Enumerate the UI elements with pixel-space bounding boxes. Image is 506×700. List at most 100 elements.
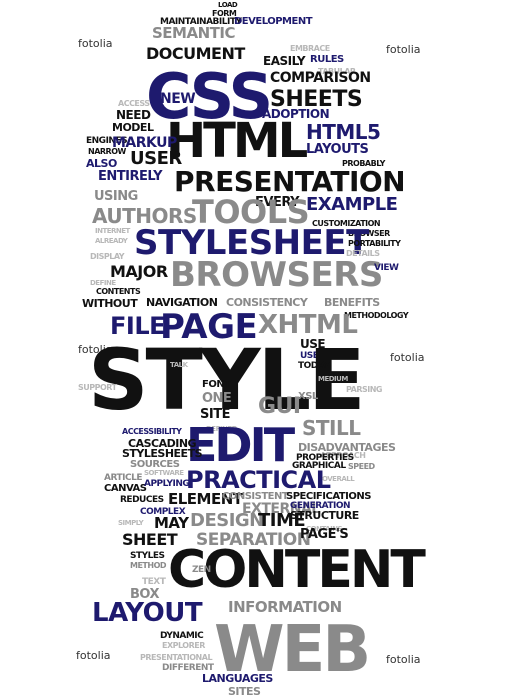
cloud-word: WITHOUT <box>82 297 138 310</box>
watermark-fotolia: fotolia <box>386 43 421 56</box>
cloud-word: REDUCES <box>120 495 164 505</box>
cloud-word: METHODOLOGY <box>344 311 409 320</box>
cloud-word: CASCADING <box>128 437 197 450</box>
cloud-word: SOFTWARE <box>144 469 184 477</box>
cloud-word: FORM <box>212 9 237 18</box>
cloud-word: HTML5 <box>306 120 381 144</box>
cloud-word: STYLES <box>130 551 165 561</box>
cloud-word: ACCESSIBILITY <box>122 427 182 436</box>
cloud-word: MAJOR <box>110 262 168 281</box>
cloud-word: EVERY <box>255 195 300 210</box>
cloud-word: TALK <box>170 361 188 369</box>
cloud-word: DEVELOPMENT <box>234 16 313 27</box>
cloud-word: METHOD <box>130 561 167 570</box>
cloud-word: ONE <box>202 391 232 406</box>
cloud-word: CONTENT <box>168 540 426 600</box>
cloud-word: XHTML <box>258 310 358 340</box>
watermark-fotolia: fotolia <box>76 649 111 662</box>
cloud-word: PRESENTATION <box>174 165 406 198</box>
cloud-word: NEED <box>116 108 151 122</box>
cloud-word: XSL <box>298 391 318 402</box>
cloud-word: USER <box>130 148 182 169</box>
cloud-word: MAINTAINABILITY <box>160 17 242 27</box>
cloud-word: DESIGN <box>190 510 264 531</box>
cloud-word: CSS <box>146 60 273 133</box>
cloud-word: ACCESS <box>118 99 150 108</box>
cloud-word: DEFINED <box>206 425 237 433</box>
cloud-word: SHEETS <box>270 87 363 112</box>
cloud-word: ELEMENT <box>168 490 243 508</box>
watermark-fotolia: fotolia <box>386 653 421 666</box>
cloud-word: SHEET <box>122 530 178 549</box>
cloud-word: LAYOUT <box>92 598 203 628</box>
cloud-word: ALREADY <box>95 237 128 245</box>
cloud-word: EMBRACE <box>290 44 330 53</box>
cloud-word: ENGINES <box>86 136 128 146</box>
cloud-word: INTERNET <box>95 227 130 235</box>
cloud-word: SOURCES <box>130 459 180 470</box>
cloud-word: STRUCTURE <box>290 509 359 522</box>
cloud-word: PAGE <box>160 307 258 347</box>
cloud-word: STYLESHEET <box>134 223 369 263</box>
cloud-word: DISPLAY <box>90 252 125 261</box>
cloud-word: NAVIGATION <box>146 296 218 309</box>
cloud-word: SITE <box>200 407 230 422</box>
cloud-word: FONT <box>202 379 231 390</box>
cloud-word: MAY <box>154 514 189 532</box>
cloud-word: DIFFERENT <box>162 663 214 673</box>
cloud-word: SPEED <box>348 462 375 471</box>
cloud-word: EXPLORER <box>162 641 205 650</box>
cloud-word: PROBABLY <box>342 159 385 168</box>
cloud-word: TODAY <box>298 361 330 371</box>
cloud-word: GRAPHICAL <box>292 461 346 471</box>
cloud-word: EXAMPLE <box>306 194 398 215</box>
cloud-word: RULES <box>310 54 344 65</box>
cloud-word: BENEFITS <box>324 296 380 309</box>
cloud-word: ZEN <box>192 565 211 575</box>
cloud-word: PARSING <box>346 385 382 394</box>
cloud-word: PAGE'S <box>300 527 349 542</box>
cloud-word: USING <box>94 189 138 204</box>
cloud-word: APPLYING <box>144 479 190 489</box>
cloud-word: GENERATION <box>290 501 351 511</box>
cloud-word: DYNAMIC <box>160 631 204 641</box>
cloud-word: WEB <box>214 613 371 687</box>
cloud-word: PRACTICAL <box>186 466 331 494</box>
cloud-word: DOCUMENT <box>146 44 245 63</box>
cloud-word: STYLE <box>88 331 366 429</box>
cloud-word: BROWSERS <box>170 255 383 295</box>
cloud-word: STYLESHEETS <box>122 447 203 460</box>
cloud-word: OVERALL <box>322 475 355 483</box>
cloud-word: MARKUP <box>112 135 177 151</box>
cloud-word: STILL <box>302 416 361 440</box>
cloud-word: PROPERTIES <box>296 453 354 463</box>
cloud-word: CUSTOMIZATION <box>312 219 381 228</box>
cloud-word: COMPLEX <box>140 507 186 517</box>
cloud-word: CONSISTENCY <box>226 296 308 309</box>
cloud-word: TIME <box>258 510 306 531</box>
cloud-word: CONTAINS <box>306 525 343 533</box>
cloud-word: CANVAS <box>104 483 147 494</box>
cloud-word: AUTHORS <box>92 204 197 228</box>
cloud-word: EDIT <box>186 418 295 472</box>
cloud-word: NEW <box>160 91 196 107</box>
cloud-word: ALSO <box>86 157 117 170</box>
cloud-word: LANGUAGES <box>202 672 273 685</box>
cloud-word: TABULAR <box>318 67 356 76</box>
cloud-word: HTML <box>166 113 308 169</box>
cloud-word: CONTENTS <box>96 287 141 296</box>
cloud-word: PORTABILITY <box>348 239 401 248</box>
cloud-word: SEPARATION <box>196 530 311 550</box>
cloud-word: VIEW <box>374 263 399 273</box>
cloud-word: SPECIFICATIONS <box>286 491 371 502</box>
watermark-fotolia: fotolia <box>78 343 113 356</box>
cloud-word: USERS <box>300 351 331 361</box>
cloud-word: EXTERNAL <box>242 501 320 517</box>
cloud-word: TOOLS <box>192 193 310 231</box>
cloud-word: SIMPLY <box>118 519 144 527</box>
cloud-word: SEMANTIC <box>152 24 235 42</box>
cloud-word: DETAILS <box>346 249 380 258</box>
cloud-word: NARROW <box>88 147 126 156</box>
cloud-word: BROWSER <box>348 229 390 238</box>
